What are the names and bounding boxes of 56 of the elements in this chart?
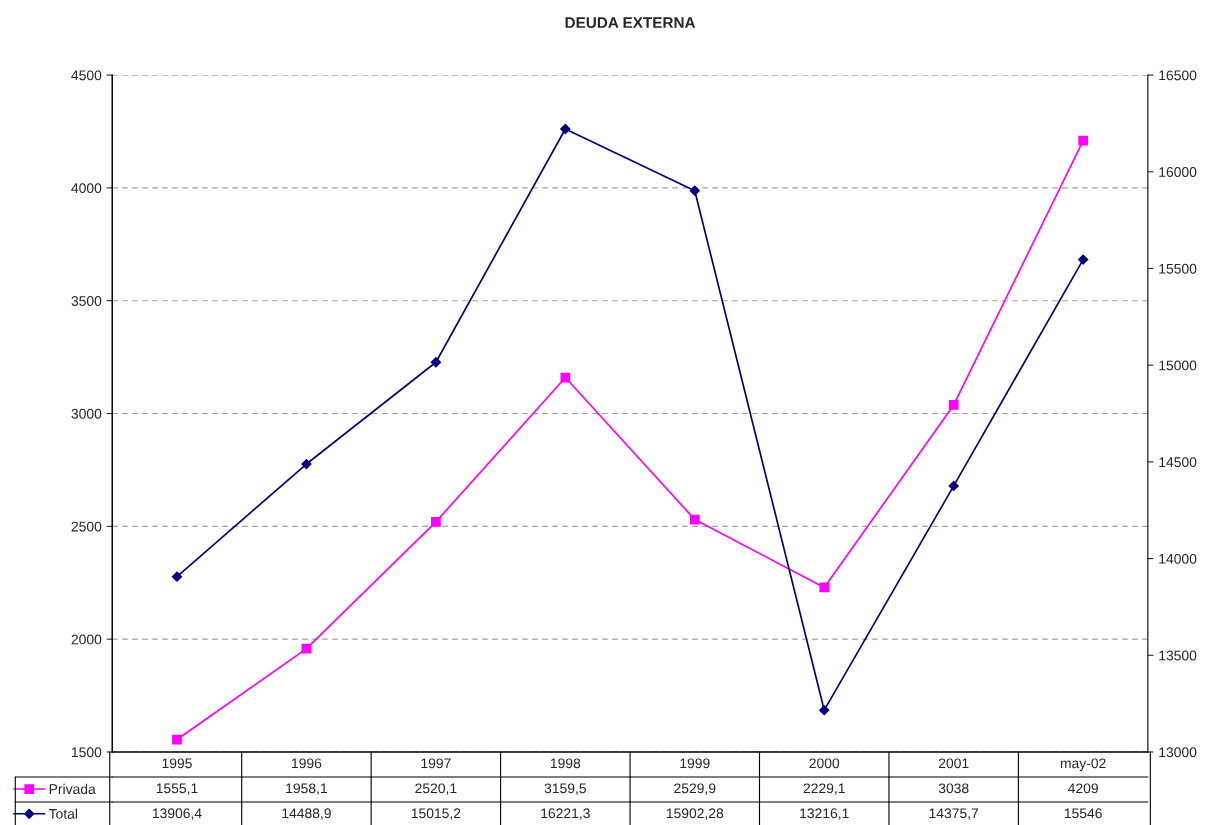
point <box>1078 135 1088 146</box>
y2-tick-label: 14000 <box>1159 553 1197 564</box>
point <box>689 514 700 525</box>
y2-tick-label: 15000 <box>1159 360 1197 371</box>
point <box>172 734 182 745</box>
x-tick-label: 2001 <box>938 758 969 769</box>
x-tick-label: 1998 <box>550 758 581 769</box>
legend-label: Total <box>48 808 78 819</box>
x-tick-label: 1996 <box>292 758 322 769</box>
y2-tick-label: 15500 <box>1159 263 1197 274</box>
point <box>819 705 830 716</box>
data-label: 14375,7 <box>929 808 979 820</box>
y-tick-label: 2000 <box>71 634 102 645</box>
y2-tick-label: 13500 <box>1159 650 1197 661</box>
point <box>560 123 571 135</box>
data-label: 15546 <box>1064 808 1102 819</box>
x-tick-label: 1999 <box>680 758 710 769</box>
data-label: 2229,1 <box>803 783 845 795</box>
legend-label: Privada <box>49 783 96 795</box>
data-label: 14488,9 <box>282 808 331 820</box>
point <box>431 516 441 527</box>
y-tick-label: 1500 <box>72 747 102 758</box>
y2-tick-label: 16000 <box>1159 167 1197 177</box>
data-label: 13216,1 <box>800 808 849 820</box>
point <box>1078 254 1089 265</box>
data-label: 13906,4 <box>152 808 202 820</box>
y-tick-label: 2500 <box>71 521 102 532</box>
data-label: 3159,5 <box>544 783 586 795</box>
data-label: 2520,1 <box>415 783 457 795</box>
point <box>948 400 959 410</box>
point <box>689 185 700 196</box>
point <box>171 571 183 582</box>
y-tick-label: 4500 <box>71 70 102 81</box>
y-tick-label: 3500 <box>71 296 102 306</box>
chart-title: DEUDA EXTERNA <box>565 17 696 28</box>
y2-tick-label: 14500 <box>1159 457 1197 468</box>
x-tick-label: 1995 <box>162 758 192 769</box>
x-tick-label: 2000 <box>809 758 840 769</box>
point <box>560 372 571 383</box>
data-label: 16221,3 <box>541 808 590 820</box>
point <box>819 582 830 593</box>
y-tick-label: 3000 <box>71 408 102 419</box>
data-label: 15902,28 <box>666 808 724 820</box>
data-label: 1555,1 <box>156 783 198 795</box>
x-tick-label: may-02 <box>1060 758 1106 771</box>
data-label: 3038 <box>938 783 969 794</box>
y2-tick-label: 13000 <box>1159 747 1197 758</box>
data-label: 15015,2 <box>411 808 461 820</box>
data-label: 2529,9 <box>674 783 716 795</box>
point <box>948 480 959 492</box>
y-tick-label: 4000 <box>71 183 102 194</box>
x-tick-label: 1997 <box>421 758 451 769</box>
point <box>430 357 441 368</box>
data-label: 1958,1 <box>286 783 327 795</box>
data-label: 4209 <box>1068 783 1098 794</box>
y2-tick-label: 16500 <box>1159 70 1197 81</box>
